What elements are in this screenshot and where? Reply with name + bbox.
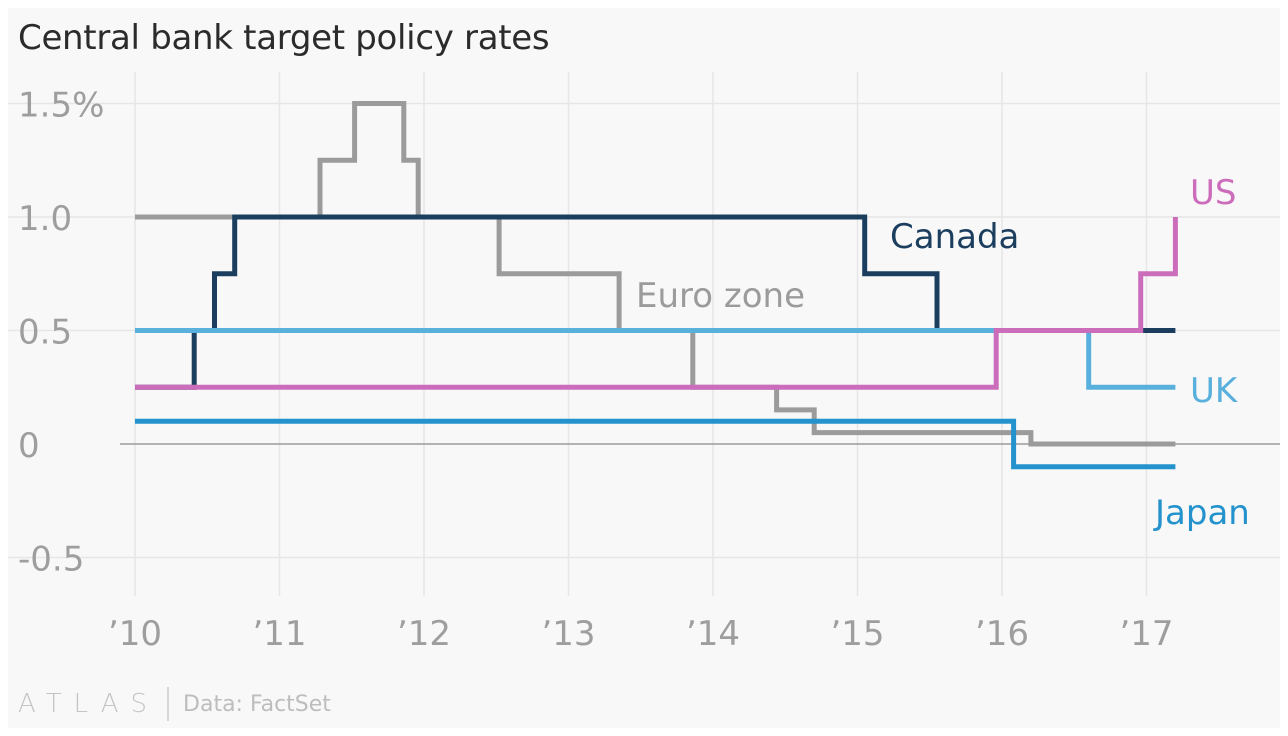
series-label-canada: Canada — [890, 217, 1019, 257]
series-lines — [135, 101, 1178, 470]
y-tick-label: 0 — [18, 426, 40, 466]
series-line-us — [135, 217, 1178, 390]
y-tick-label: 1.5% — [18, 86, 104, 126]
y-tick-label: 1.0 — [18, 199, 72, 239]
series-label-uk: UK — [1190, 371, 1239, 411]
y-tick-label: 0.5 — [18, 313, 72, 353]
x-tick-label: ’16 — [975, 614, 1029, 654]
atlas-logo: ATLAS — [18, 689, 160, 719]
chart-card — [8, 8, 1280, 728]
series-labels: Canada Euro zone US UK Japan — [636, 173, 1250, 533]
series-line-euro — [135, 101, 1176, 447]
footer-divider — [167, 687, 170, 721]
footer: ATLAS Data: FactSet — [18, 684, 331, 724]
x-tick-label: ’15 — [830, 614, 884, 654]
series-line-japan — [135, 418, 1176, 470]
series-label-us: US — [1190, 173, 1236, 213]
x-gridlines — [134, 72, 1148, 596]
series-label-japan: Japan — [1153, 493, 1250, 533]
chart-title: Central bank target policy rates — [18, 18, 550, 58]
x-tick-label: ’11 — [252, 614, 306, 654]
y-tick-label: -0.5 — [18, 540, 84, 580]
series-line-canada — [135, 214, 1176, 390]
data-source: Data: FactSet — [183, 691, 331, 717]
y-tick-labels: 1.5% 1.0 0.5 0 -0.5 — [18, 86, 104, 580]
series-line-uk — [135, 328, 1176, 390]
x-tick-label: ’13 — [541, 614, 595, 654]
x-tick-label: ’10 — [108, 614, 162, 654]
x-tick-label: ’12 — [397, 614, 451, 654]
x-tick-label: ’17 — [1119, 614, 1173, 654]
x-tick-label: ’14 — [686, 614, 740, 654]
series-label-euro-zone: Euro zone — [636, 276, 805, 316]
x-tick-labels: ’10 ’11 ’12 ’13 ’14 ’15 ’16 ’17 — [108, 614, 1174, 654]
